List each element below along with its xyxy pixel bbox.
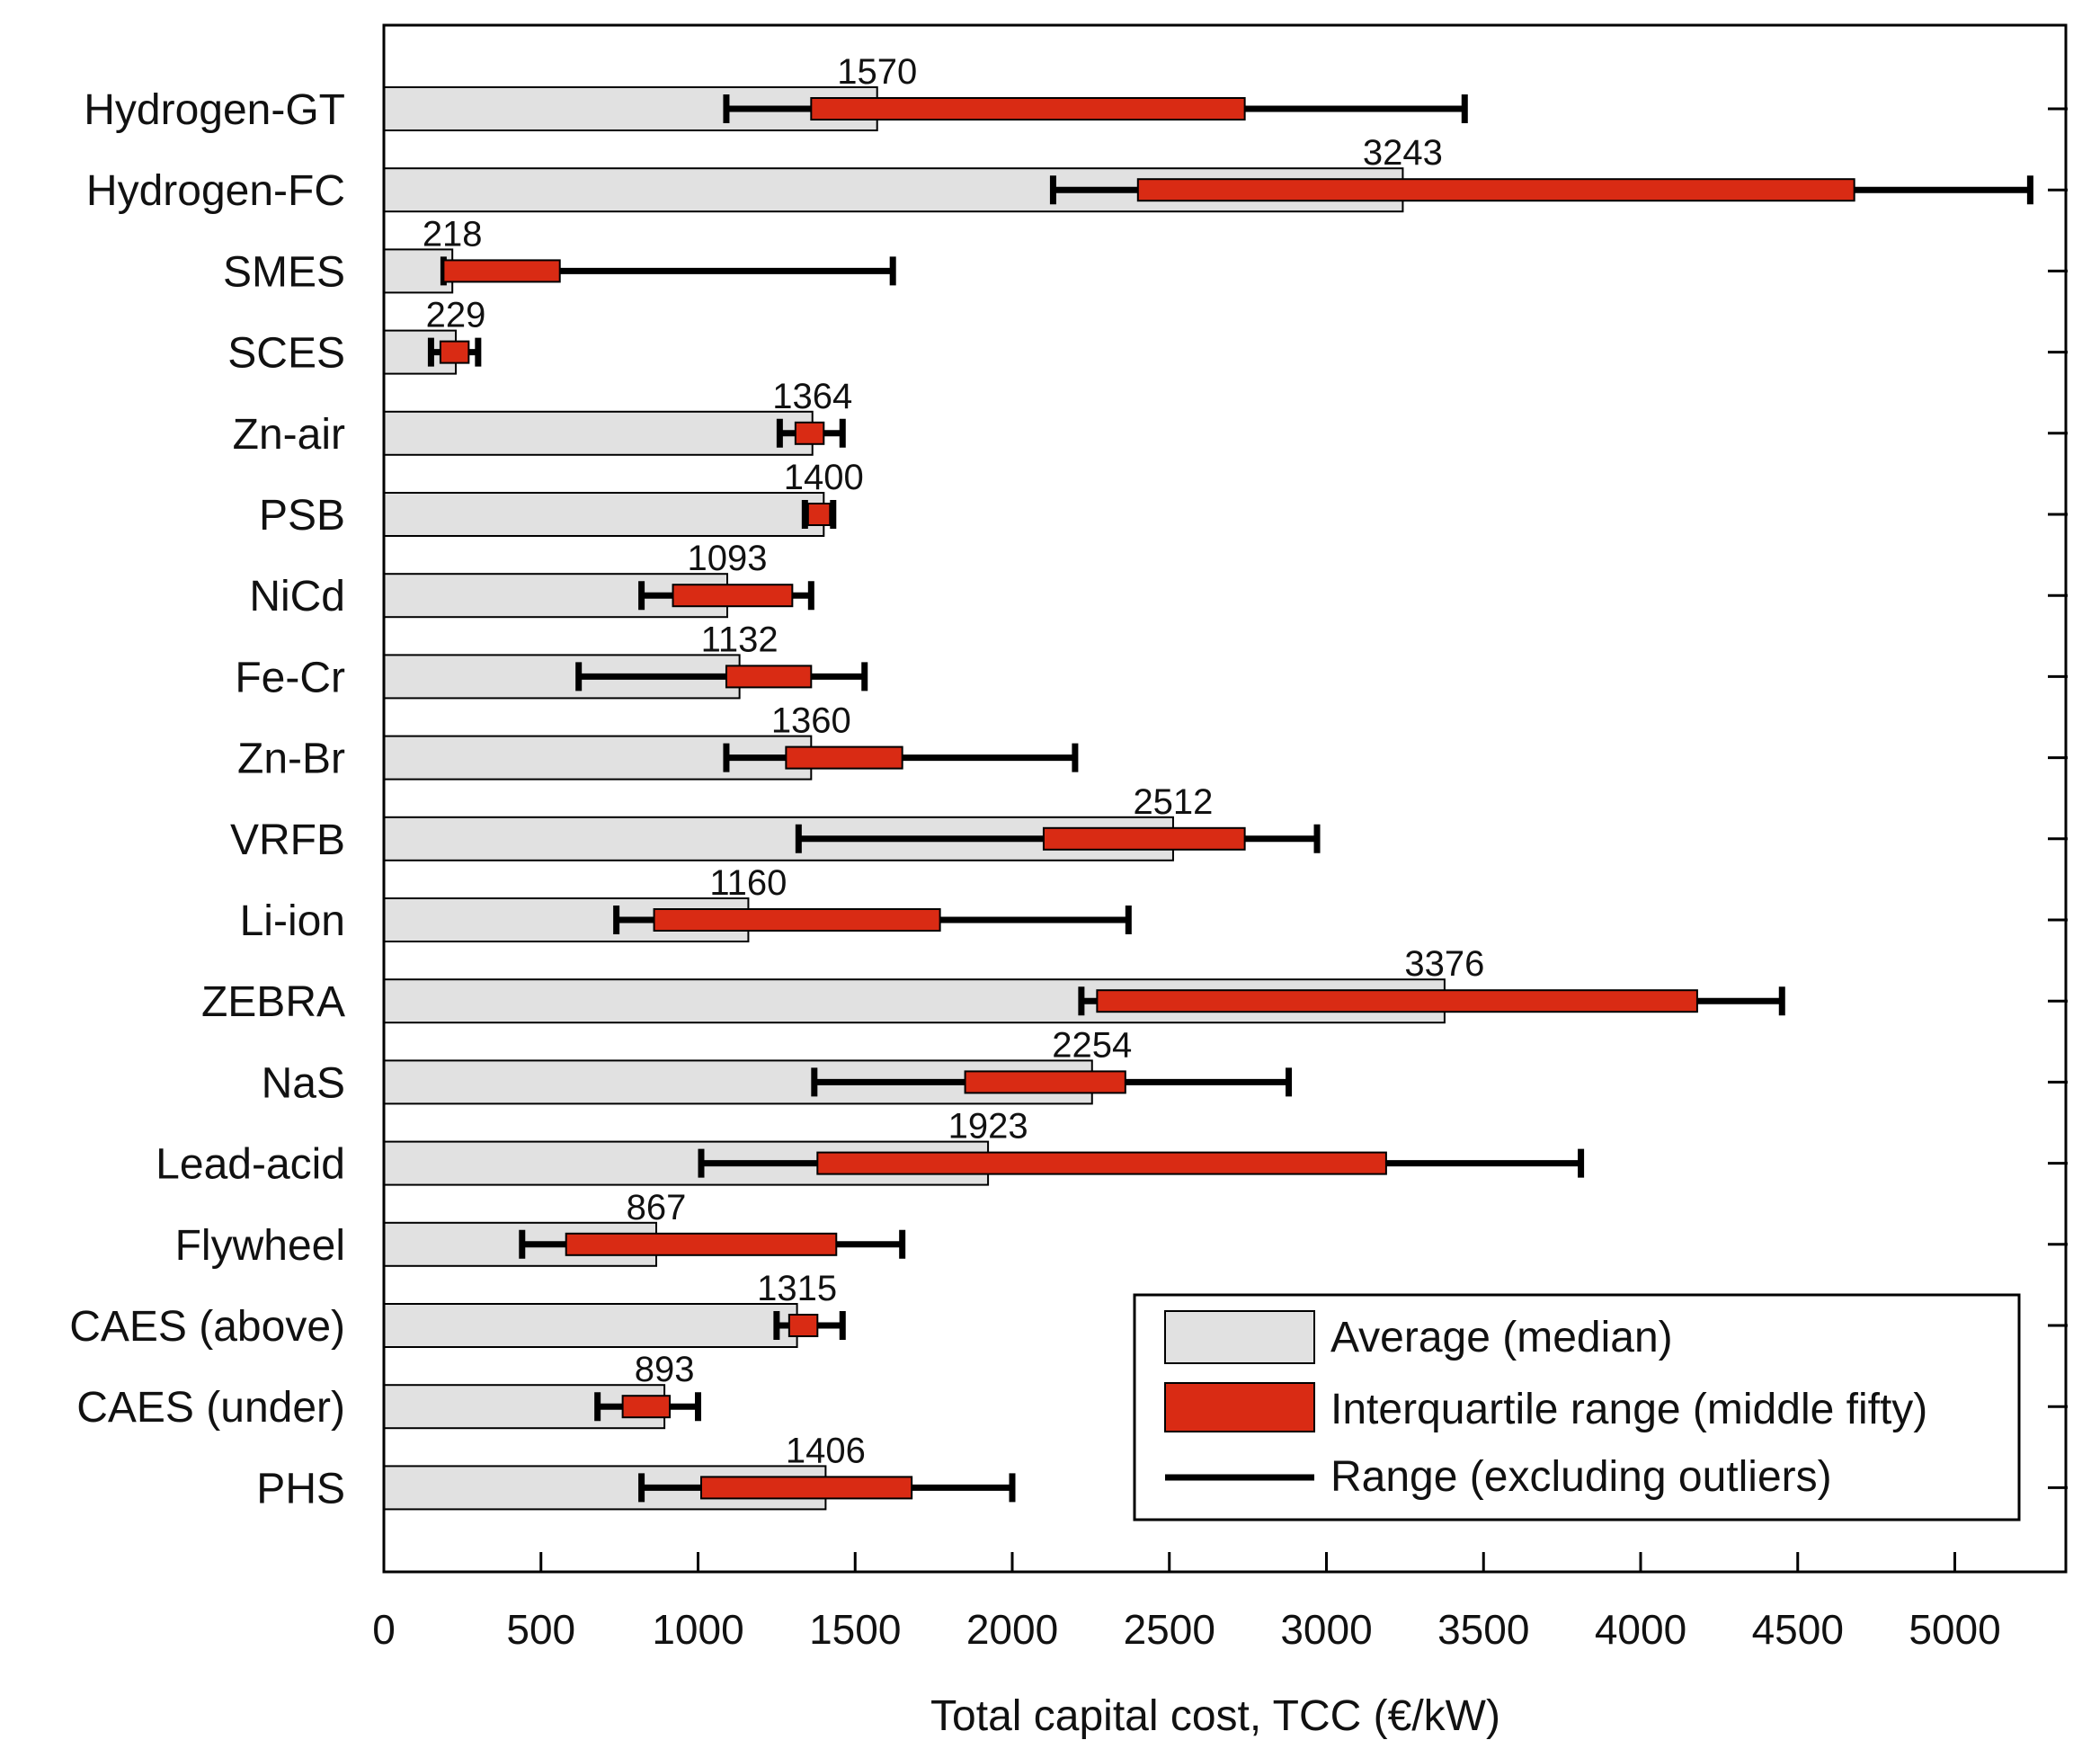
- category-label: Hydrogen-GT: [84, 86, 345, 134]
- x-tick-label: 2500: [1124, 1606, 1215, 1653]
- iqr-bar: [964, 1070, 1126, 1094]
- category-label: SCES: [227, 330, 345, 378]
- iqr-bar: [439, 340, 470, 364]
- median-value-label: 1160: [709, 863, 787, 903]
- legend-swatch-iqr: [1164, 1382, 1315, 1432]
- iqr-bar: [565, 1232, 838, 1256]
- median-bar: [383, 410, 814, 456]
- x-tick-label: 3000: [1280, 1606, 1372, 1653]
- category-labels: Hydrogen-GT Hydrogen-FC SMES SCES Zn-air PSB N…: [69, 86, 345, 1513]
- median-value-label: 1364: [772, 377, 852, 416]
- category-label: Fe-Cr: [235, 654, 345, 701]
- category-label: SMES: [223, 248, 345, 296]
- x-tick-label: 0: [372, 1606, 396, 1653]
- category-label: Hydrogen-FC: [86, 167, 345, 215]
- median-value-label: 2254: [1052, 1025, 1132, 1065]
- legend-swatch-median: [1164, 1310, 1315, 1364]
- axes-layer: [382, 23, 2068, 1574]
- iqr-bar: [725, 665, 813, 689]
- category-label: Zn-air: [233, 411, 345, 459]
- iqr-bar: [1096, 989, 1698, 1013]
- category-label: NiCd: [249, 573, 345, 620]
- median-value-label: 3243: [1363, 133, 1443, 173]
- median-value-label: 3376: [1404, 944, 1484, 984]
- median-value-label: 1406: [786, 1431, 866, 1470]
- tick-layer: 0 500 1000 1500 2000 2500 3000 3500 4000 4500 5000: [372, 107, 2068, 1653]
- iqr-bar: [1136, 178, 1855, 202]
- legend-label-range: Range (excluding outliers): [1330, 1453, 1832, 1501]
- category-label: Lead-acid: [156, 1141, 345, 1189]
- median-bar: [383, 1303, 798, 1348]
- category-label: Zn-Br: [237, 736, 345, 783]
- bars-layer: 1570 3243 218 229 1364 1400 1093 1132 1360 2512 11…: [383, 52, 2033, 1511]
- iqr-bar: [806, 503, 832, 526]
- median-value-label: 1923: [948, 1107, 1028, 1147]
- iqr-bar: [794, 421, 825, 445]
- median-value-label: 1570: [837, 52, 917, 92]
- iqr-bar: [699, 1476, 913, 1500]
- iqr-bar: [785, 745, 903, 770]
- category-label: CAES (under): [76, 1384, 345, 1432]
- median-value-label: 893: [635, 1350, 695, 1389]
- legend-label-median: Average (median): [1330, 1314, 1673, 1361]
- category-label: VRFB: [230, 816, 345, 864]
- legend-label-iqr: Interquartile range (middle fifty): [1330, 1386, 1927, 1433]
- median-value-label: 1360: [771, 701, 851, 741]
- iqr-bar: [810, 97, 1246, 120]
- x-tick-label: 1500: [809, 1606, 901, 1653]
- median-value-label: 1315: [757, 1269, 837, 1308]
- x-tick-label: 4000: [1595, 1606, 1686, 1653]
- median-value-label: 229: [426, 296, 486, 335]
- category-label: Li-ion: [240, 897, 345, 945]
- median-value-label: 1400: [784, 458, 864, 497]
- x-tick-label: 1000: [652, 1606, 743, 1653]
- x-tick-label: 2000: [966, 1606, 1058, 1653]
- legend: Average (median) Interquartile range (mi…: [1133, 1293, 2021, 1521]
- x-tick-label: 500: [506, 1606, 575, 1653]
- category-label: PHS: [256, 1465, 345, 1513]
- iqr-bar: [442, 259, 561, 283]
- median-bar: [383, 492, 825, 537]
- x-axis-title: Total capital cost, TCC (€/kW): [930, 1692, 1500, 1740]
- plot-frame: [382, 23, 2068, 1574]
- median-value-label: 1132: [701, 620, 779, 659]
- x-tick-label: 3500: [1437, 1606, 1529, 1653]
- iqr-bar: [672, 584, 794, 608]
- iqr-bar: [653, 908, 941, 932]
- x-tick-label: 5000: [1909, 1606, 2000, 1653]
- category-label: ZEBRA: [201, 978, 345, 1026]
- category-label: Flywheel: [175, 1222, 345, 1270]
- median-value-label: 1093: [688, 539, 768, 578]
- x-tick-label: 4500: [1752, 1606, 1844, 1653]
- category-label: NaS: [262, 1059, 345, 1107]
- iqr-bar: [1042, 826, 1246, 851]
- category-label: CAES (above): [69, 1303, 345, 1351]
- iqr-bar: [621, 1395, 672, 1419]
- iqr-bar: [816, 1151, 1387, 1175]
- median-value-label: 2512: [1133, 782, 1213, 822]
- median-value-label: 218: [423, 214, 483, 254]
- iqr-bar: [788, 1314, 819, 1337]
- median-value-label: 867: [627, 1188, 687, 1227]
- category-label: PSB: [259, 492, 345, 540]
